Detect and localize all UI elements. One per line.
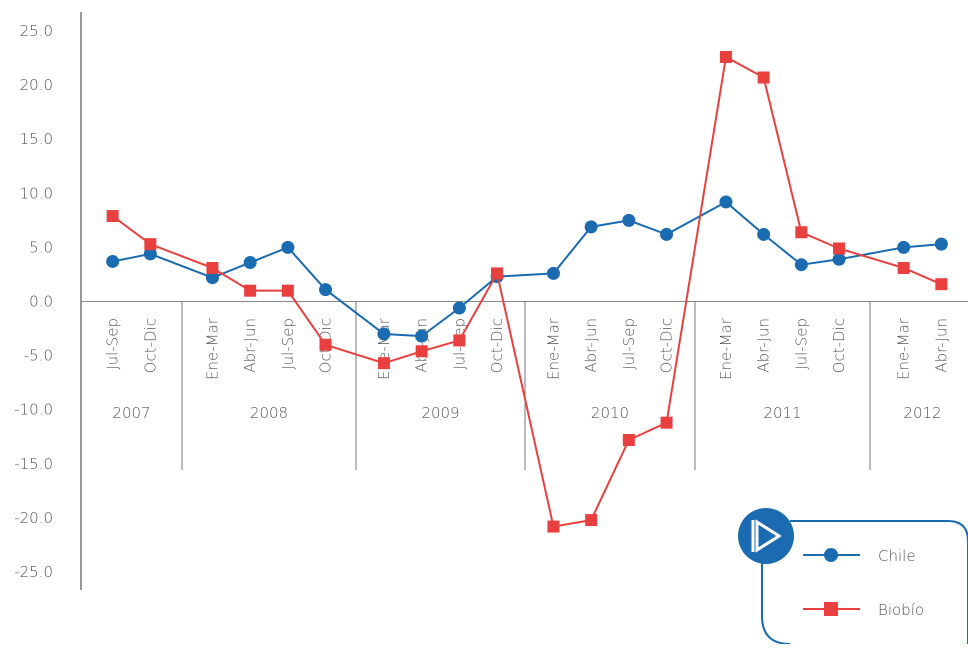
point bbox=[757, 71, 770, 84]
legend-label: Biobío bbox=[878, 601, 924, 619]
point bbox=[143, 247, 157, 261]
point bbox=[244, 284, 257, 297]
legend-marker bbox=[824, 548, 838, 562]
legend-label: Chile bbox=[878, 547, 916, 565]
point bbox=[719, 50, 732, 63]
point bbox=[622, 433, 635, 446]
series-line bbox=[112, 55, 942, 528]
point bbox=[660, 227, 674, 241]
x-tick-label: Jul-Sep bbox=[620, 318, 638, 370]
y-tick-label: -20.0 bbox=[14, 509, 53, 527]
x-tick-label: Ene-Mar bbox=[895, 317, 913, 380]
x-tick-label: Abr-Jun bbox=[932, 318, 950, 373]
y-tick-label: 20.0 bbox=[20, 76, 53, 94]
point bbox=[206, 261, 219, 274]
y-tick-label: -5.0 bbox=[24, 347, 53, 365]
y-tick-label: 25.0 bbox=[20, 22, 53, 40]
point bbox=[205, 271, 219, 285]
point bbox=[415, 345, 428, 358]
point bbox=[660, 416, 673, 429]
x-tick-label: Oct-Dic bbox=[488, 318, 506, 373]
y-tick-label: -25.0 bbox=[14, 563, 53, 581]
point bbox=[243, 256, 257, 270]
point bbox=[795, 226, 808, 239]
point bbox=[897, 261, 910, 274]
group-label: 2011 bbox=[763, 404, 801, 422]
point bbox=[832, 252, 846, 266]
point bbox=[547, 520, 560, 533]
x-tick-label: Jul-Sep bbox=[792, 318, 810, 370]
y-tick-label: 10.0 bbox=[20, 184, 53, 202]
x-tick-label: Ene-Mar bbox=[203, 317, 221, 380]
group-label: 2012 bbox=[903, 404, 941, 422]
x-tick-label: Oct-Dic bbox=[141, 318, 159, 373]
x-tick-label: Abr-Jun bbox=[241, 318, 259, 373]
point bbox=[491, 267, 504, 280]
y-tick-label: -15.0 bbox=[14, 455, 53, 473]
x-tick-label: Jul-Sep bbox=[104, 318, 122, 370]
point bbox=[935, 278, 948, 291]
x-tick-label: Ene-Mar bbox=[717, 317, 735, 380]
group-label: 2009 bbox=[421, 404, 459, 422]
point bbox=[319, 283, 333, 297]
play-icon[interactable] bbox=[738, 508, 794, 564]
group-label: 2008 bbox=[250, 404, 288, 422]
y-tick-label: 5.0 bbox=[29, 238, 53, 256]
x-tick-label: Abr-Jun bbox=[755, 318, 773, 373]
legend-marker bbox=[824, 602, 838, 616]
point bbox=[546, 266, 560, 280]
point bbox=[794, 258, 808, 272]
point bbox=[584, 220, 598, 234]
play-triangle bbox=[755, 519, 782, 553]
x-tick-label: Oct-Dic bbox=[830, 318, 848, 373]
point bbox=[934, 237, 948, 251]
point bbox=[106, 254, 120, 268]
point bbox=[377, 357, 390, 370]
point bbox=[106, 210, 119, 223]
x-tick-label: Ene-Mar bbox=[544, 317, 562, 380]
x-tick-label: Jul-Sep bbox=[279, 318, 297, 370]
legend bbox=[738, 508, 968, 645]
point bbox=[281, 284, 294, 297]
group-label: 2007 bbox=[112, 404, 150, 422]
group-label: 2010 bbox=[591, 404, 629, 422]
point bbox=[897, 240, 911, 254]
point bbox=[453, 334, 466, 347]
x-tick-label: Abr-Jun bbox=[582, 318, 600, 373]
point bbox=[757, 227, 771, 241]
point bbox=[415, 329, 429, 343]
point bbox=[319, 338, 332, 351]
x-tick-label: Oct-Dic bbox=[658, 318, 676, 373]
point bbox=[452, 301, 466, 315]
y-tick-label: 0.0 bbox=[29, 293, 53, 311]
series-line bbox=[112, 200, 942, 338]
point bbox=[585, 514, 598, 527]
point bbox=[377, 327, 391, 341]
point bbox=[281, 240, 295, 254]
point bbox=[719, 195, 733, 209]
x-tick-label: Ene-Mar bbox=[375, 317, 393, 380]
point bbox=[622, 213, 636, 227]
y-tick-label: -10.0 bbox=[14, 401, 53, 419]
y-tick-label: 15.0 bbox=[20, 130, 53, 148]
point bbox=[144, 238, 157, 251]
point bbox=[833, 242, 846, 255]
